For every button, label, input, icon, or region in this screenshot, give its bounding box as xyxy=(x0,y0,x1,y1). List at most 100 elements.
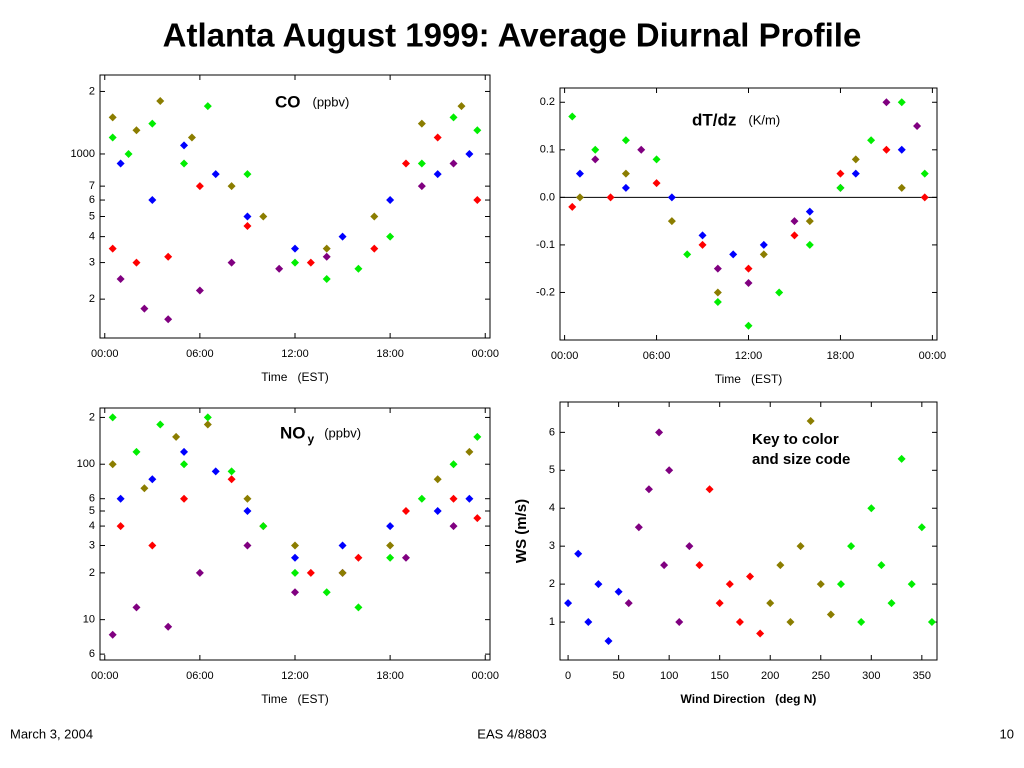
point xyxy=(386,232,395,241)
point xyxy=(401,553,410,562)
x-tick-label: 0 xyxy=(565,670,571,682)
point xyxy=(766,599,775,608)
annotation-line: Key to color xyxy=(752,431,839,448)
point xyxy=(683,250,692,259)
point xyxy=(564,599,573,608)
point xyxy=(243,170,252,179)
annotation-label: NO xyxy=(280,423,306,442)
x-tick-label: 00:00 xyxy=(551,350,579,362)
point xyxy=(417,159,426,168)
x-tick-label: 150 xyxy=(711,670,729,682)
points xyxy=(108,413,482,639)
point xyxy=(433,507,442,516)
point xyxy=(148,475,157,484)
x-axis-title: Wind Direction (deg N) xyxy=(681,692,817,706)
point xyxy=(211,467,220,476)
point xyxy=(116,522,125,531)
point xyxy=(756,629,765,638)
point xyxy=(826,610,835,619)
x-axis-title: Time (EST) xyxy=(261,370,329,384)
y-tick-label: 0.0 xyxy=(540,191,555,203)
point xyxy=(790,217,799,226)
x-tick-label: 00:00 xyxy=(91,670,119,682)
footer-date: March 3, 2004 xyxy=(10,726,93,741)
y-tick-label: -0.2 xyxy=(536,286,555,298)
x-tick-label: 12:00 xyxy=(281,670,309,682)
point xyxy=(243,507,252,516)
point xyxy=(816,580,825,589)
point xyxy=(920,193,929,202)
points xyxy=(568,98,929,330)
point xyxy=(108,244,117,253)
plot-frame xyxy=(99,74,491,339)
x-tick-label: 18:00 xyxy=(376,670,404,682)
point xyxy=(897,454,906,463)
point xyxy=(847,542,856,551)
plot-frame xyxy=(559,87,938,341)
point xyxy=(354,264,363,273)
y-tick-label: 5 xyxy=(549,464,555,476)
point xyxy=(652,155,661,164)
point xyxy=(744,321,753,330)
point xyxy=(172,432,181,441)
point xyxy=(851,155,860,164)
point xyxy=(354,553,363,562)
point xyxy=(401,159,410,168)
point xyxy=(857,618,866,627)
point xyxy=(108,133,117,142)
point xyxy=(705,485,714,494)
point xyxy=(457,102,466,111)
point xyxy=(164,622,173,631)
point xyxy=(877,561,886,570)
point xyxy=(796,542,805,551)
point xyxy=(417,182,426,191)
point xyxy=(725,580,734,589)
point xyxy=(291,258,299,267)
point xyxy=(667,217,676,226)
y-tick-label: 5 xyxy=(89,210,95,222)
points xyxy=(564,416,936,646)
y-tick-label: 2 xyxy=(549,578,555,590)
point xyxy=(759,250,768,259)
x-tick-label: 100 xyxy=(660,670,678,682)
point xyxy=(575,169,584,178)
point xyxy=(621,136,630,145)
point xyxy=(882,98,891,107)
y-tick-label: 2 xyxy=(89,567,95,579)
point xyxy=(882,145,891,154)
point xyxy=(927,618,936,627)
point xyxy=(836,580,845,589)
point xyxy=(652,179,661,188)
y-tick-label: 6 xyxy=(89,493,95,505)
point xyxy=(291,244,299,253)
point xyxy=(370,244,379,253)
point xyxy=(591,155,600,164)
annotation-label: CO xyxy=(275,92,301,111)
point xyxy=(291,568,299,577)
point xyxy=(243,494,252,503)
point xyxy=(433,170,442,179)
y-tick-label: 7 xyxy=(89,180,95,192)
point xyxy=(851,169,860,178)
point xyxy=(713,288,722,297)
point xyxy=(338,541,347,550)
point xyxy=(148,119,157,128)
point xyxy=(805,217,814,226)
x-tick-label: 12:00 xyxy=(735,350,763,362)
x-axis-title: Time (EST) xyxy=(715,372,783,386)
point xyxy=(108,460,117,469)
point xyxy=(148,196,157,205)
point xyxy=(156,96,165,105)
x-tick-label: 00:00 xyxy=(471,348,499,360)
point xyxy=(574,549,583,558)
x-tick-label: 06:00 xyxy=(643,350,671,362)
point xyxy=(913,122,922,131)
y-tick-label: 2 xyxy=(89,293,95,305)
point xyxy=(259,212,268,221)
point xyxy=(322,252,331,261)
annotation-line: and size code xyxy=(752,451,850,468)
y-tick-label: -0.1 xyxy=(536,239,555,251)
y-tick-label: 3 xyxy=(89,539,95,551)
footer-page: 10 xyxy=(1000,726,1014,741)
point xyxy=(621,183,630,192)
